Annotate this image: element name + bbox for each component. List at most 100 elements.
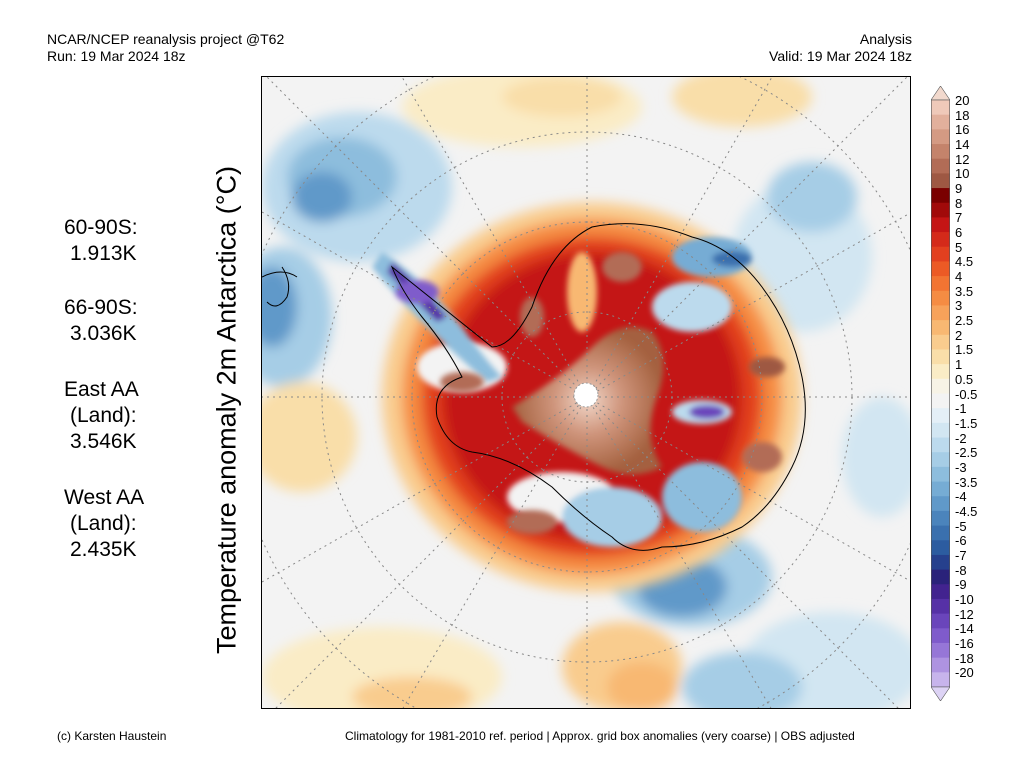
stat-value: 3.036K — [70, 322, 137, 345]
stat-region: 60-90S: — [64, 216, 138, 239]
colorbar-tick-label: -20 — [955, 665, 974, 681]
colorbar-swatch — [931, 173, 950, 189]
analysis-label: Analysis — [859, 31, 912, 47]
model-title: NCAR/NCEP reanalysis project @T62 — [47, 31, 285, 47]
colorbar-tick-label: 16 — [955, 122, 970, 138]
south-pole-ring — [573, 382, 599, 408]
copyright-note: (c) Karsten Haustein — [57, 729, 167, 743]
colorbar-tick-label: -4.5 — [955, 503, 978, 519]
colorbar-swatch — [931, 496, 950, 512]
anomaly-map — [261, 76, 911, 709]
colorbar-swatch — [931, 510, 950, 526]
colorbar-swatch — [931, 628, 950, 644]
stat-qualifier: (Land): — [70, 404, 137, 427]
stat-qualifier: (Land): — [70, 512, 137, 535]
colorbar-swatch — [931, 144, 950, 160]
stat-region: West AA — [64, 486, 145, 509]
colorbar-swatch — [931, 584, 950, 600]
colorbar-swatch — [931, 246, 950, 262]
colorbar-swatch — [931, 217, 950, 233]
colorbar-tick-label: 7 — [955, 210, 963, 226]
colorbar-min-arrow — [931, 686, 950, 701]
colorbar-tick-label: 1 — [955, 357, 963, 373]
colorbar-tick-label: -16 — [955, 635, 974, 651]
y-axis-label-text: Temperature anomaly 2m Antarctica (°C) — [211, 166, 242, 654]
colorbar-max-arrow — [931, 86, 950, 101]
colorbar-swatch — [931, 364, 950, 380]
colorbar-swatch — [931, 100, 950, 116]
colorbar-tick-label: 14 — [955, 137, 970, 153]
header-right: Analysis Valid: 19 Mar 2024 18z — [769, 31, 912, 65]
climatology-note: Climatology for 1981-2010 ref. period | … — [345, 729, 855, 743]
colorbar-tick-label: -1.5 — [955, 415, 978, 431]
colorbar-swatch — [931, 466, 950, 482]
colorbar-tick-label: 18 — [955, 107, 970, 123]
colorbar-tick-label: -12 — [955, 606, 974, 622]
stat-region: 66-90S: — [64, 296, 138, 319]
colorbar-swatch — [931, 569, 950, 585]
colorbar-tick-label: 12 — [955, 151, 970, 167]
colorbar-tick-label: 4.5 — [955, 254, 974, 270]
colorbar-tick-label: -8 — [955, 562, 967, 578]
colorbar-swatch — [931, 672, 950, 688]
colorbar-tick-label: -2 — [955, 430, 967, 446]
valid-time: Valid: 19 Mar 2024 18z — [769, 48, 912, 64]
colorbar-swatch — [931, 437, 950, 453]
colorbar-tick-label: 4 — [955, 269, 963, 285]
colorbar-swatch — [931, 261, 950, 277]
colorbar-tick-label: -3 — [955, 459, 967, 475]
colorbar-tick-label: 9 — [955, 181, 963, 197]
stat-66-90s: 66-90S: 3.036K — [64, 295, 138, 347]
colorbar-tick-label: -6 — [955, 533, 967, 549]
colorbar-tick-label: -7 — [955, 547, 967, 563]
colorbar-swatch — [931, 232, 950, 248]
colorbar-tick-label: -3.5 — [955, 474, 978, 490]
colorbar-tick-label: -9 — [955, 577, 967, 593]
colorbar-tick-label: 2 — [955, 327, 963, 343]
colorbar-tick-label: 20 — [955, 93, 970, 108]
colorbar-tick-label: -4 — [955, 489, 967, 505]
colorbar-tick-label: 5 — [955, 239, 963, 255]
colorbar-swatch — [931, 598, 950, 615]
colorbar-swatch — [931, 129, 950, 145]
stat-60-90s: 60-90S: 1.913K — [64, 215, 138, 267]
stat-west-aa: West AA (Land): 2.435K — [64, 485, 144, 563]
colorbar-swatch — [931, 158, 950, 174]
colorbar-tick-label: -10 — [955, 591, 974, 607]
colorbar-swatch — [931, 408, 950, 424]
stat-value: 2.435K — [70, 538, 137, 561]
colorbar-swatch — [931, 290, 950, 306]
stat-value: 3.546K — [70, 430, 137, 453]
colorbar-tick-label: 10 — [955, 166, 970, 182]
colorbar-swatch — [931, 642, 950, 659]
colorbar-tick-label: -2.5 — [955, 445, 978, 461]
colorbar-swatch — [931, 305, 950, 321]
graticule — [262, 77, 910, 708]
colorbar-tick-label: 3.5 — [955, 283, 974, 299]
colorbar-swatch — [931, 540, 950, 556]
colorbar-tick-label: 1.5 — [955, 342, 974, 358]
run-time: Run: 19 Mar 2024 18z — [47, 48, 186, 64]
antarctica-coastline — [390, 223, 806, 551]
peninsula-cold-anomaly — [372, 252, 502, 382]
colorbar-swatch — [931, 525, 950, 541]
colorbar-swatch — [931, 334, 950, 350]
colorbar-tick-label: 8 — [955, 195, 963, 211]
colorbar-tick-label: 3 — [955, 298, 963, 314]
stat-region: East AA — [64, 378, 139, 401]
colorbar-swatch — [931, 378, 950, 394]
south-pole-mask — [574, 383, 598, 407]
colorbar-swatch — [931, 422, 950, 438]
outer-anomaly-field — [262, 77, 910, 708]
colorbar-swatch — [931, 320, 950, 336]
colorbar-tick-label: 0.5 — [955, 371, 974, 387]
south-america-coastline — [266, 266, 290, 307]
tierra-del-fuego-coastline — [262, 271, 298, 278]
colorbar-swatch — [931, 202, 950, 218]
anomaly-map-svg — [262, 77, 910, 708]
colorbar-swatch — [931, 554, 950, 570]
colorbar-tick-label: -14 — [955, 621, 974, 637]
colorbar-swatch — [931, 613, 950, 629]
colorbar-swatch — [931, 452, 950, 468]
colorbar-tick-label: -5 — [955, 518, 967, 534]
